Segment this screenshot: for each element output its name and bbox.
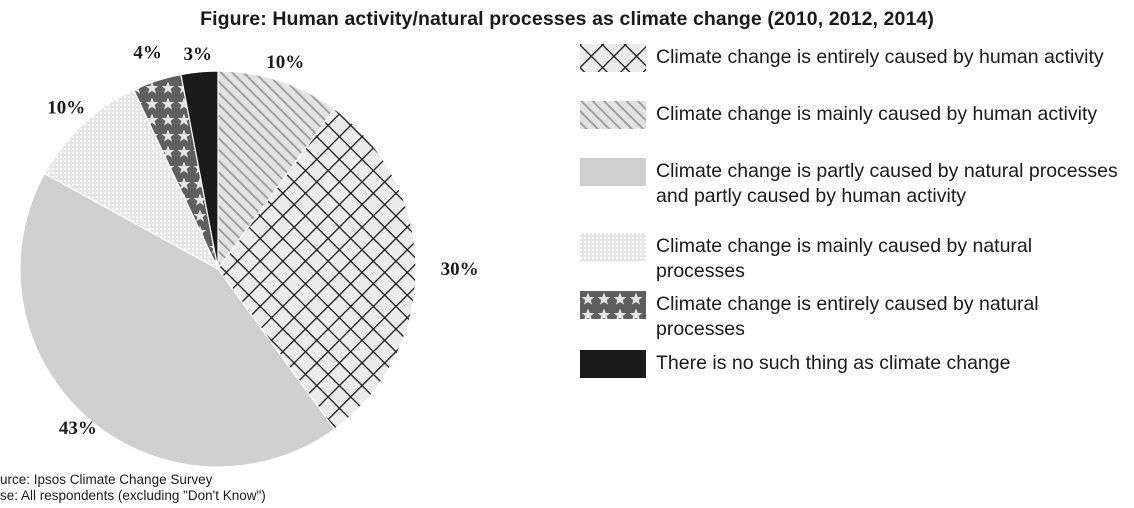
legend-label: There is no such thing as climate change bbox=[656, 352, 1011, 374]
pie-slices bbox=[19, 70, 417, 468]
pie-slice-2 bbox=[217, 107, 417, 431]
pie-slice-1 bbox=[217, 70, 336, 271]
pie-label-5: 4% bbox=[133, 42, 162, 63]
legend-swatch-diagonal bbox=[580, 101, 646, 129]
pie-label-3: 43% bbox=[59, 418, 97, 439]
pie-slice-6 bbox=[180, 70, 219, 270]
base-note: se: All respondents (excluding "Don't Kn… bbox=[0, 488, 266, 503]
legend-swatch-solid-light bbox=[580, 158, 646, 186]
pie-slice-4 bbox=[43, 89, 220, 271]
pie-label-1: 10% bbox=[266, 52, 304, 73]
legend-item-1: Climate change is entirely caused by hum… bbox=[580, 44, 1126, 72]
legend-item-4: Climate change is mainly caused by natur… bbox=[580, 233, 1126, 284]
legend-item-3: Climate change is partly caused by natur… bbox=[580, 158, 1126, 209]
pie-label-2: 30% bbox=[441, 259, 479, 280]
legend-label: Climate change is entirely caused by hum… bbox=[656, 46, 1104, 68]
pie-slice-3 bbox=[19, 172, 336, 468]
chart-title: Figure: Human activity/natural processes… bbox=[200, 8, 934, 30]
legend-swatch-crosshatch bbox=[580, 44, 646, 72]
legend-swatch-grid bbox=[580, 233, 646, 261]
legend-swatch-stars bbox=[580, 291, 646, 319]
legend-label: Climate change is entirely caused by nat… bbox=[656, 293, 1039, 340]
legend-swatch-solid-dark bbox=[580, 350, 646, 378]
legend-item-5: Climate change is entirely caused by nat… bbox=[580, 291, 1126, 342]
pie-labels: 10% 30% 43% 10% 4% 3% bbox=[47, 42, 479, 439]
legend-label: Climate change is partly caused by natur… bbox=[656, 160, 1118, 207]
legend-label: Climate change is mainly caused by natur… bbox=[656, 235, 1033, 282]
pie-label-4: 10% bbox=[47, 97, 85, 118]
pie-chart: 10% 30% 43% 10% 4% 3% bbox=[19, 42, 479, 468]
source-note: urce: Ipsos Climate Change Survey bbox=[0, 472, 213, 487]
legend-item-2: Climate change is mainly caused by human… bbox=[580, 101, 1126, 129]
legend-label: Climate change is mainly caused by human… bbox=[656, 103, 1098, 125]
legend-item-6: There is no such thing as climate change bbox=[580, 350, 1126, 378]
pie-label-6: 3% bbox=[183, 44, 212, 65]
